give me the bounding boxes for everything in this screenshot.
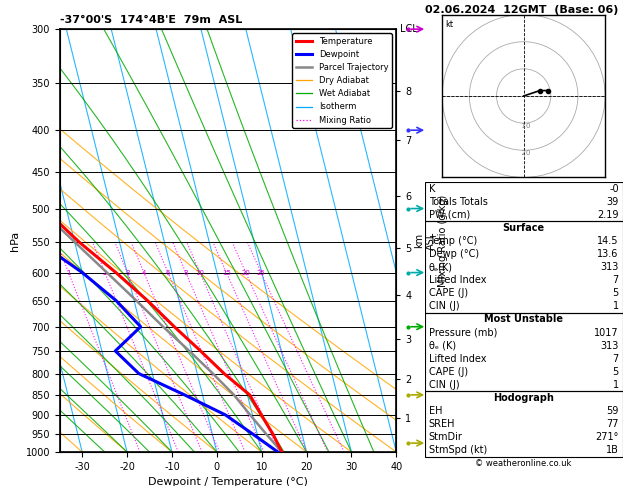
Text: StmSpd (kt): StmSpd (kt) <box>428 445 487 455</box>
Text: CIN (J): CIN (J) <box>428 380 459 390</box>
Text: 313: 313 <box>600 262 619 272</box>
Text: K: K <box>428 184 435 194</box>
Text: Pressure (mb): Pressure (mb) <box>428 328 497 338</box>
Text: 8: 8 <box>184 270 188 276</box>
Text: 271°: 271° <box>596 432 619 442</box>
Text: Hodograph: Hodograph <box>493 393 554 403</box>
Text: 13.6: 13.6 <box>598 249 619 259</box>
Text: 15: 15 <box>222 270 231 276</box>
Text: Totals Totals: Totals Totals <box>428 197 487 207</box>
Text: Mixing Ratio (g/kg): Mixing Ratio (g/kg) <box>438 194 448 287</box>
Text: Dewp (°C): Dewp (°C) <box>428 249 479 259</box>
Text: 4: 4 <box>142 270 146 276</box>
Text: LCL: LCL <box>399 24 418 34</box>
Text: PW (cm): PW (cm) <box>428 210 470 220</box>
Text: 313: 313 <box>600 341 619 350</box>
Text: θₑ (K): θₑ (K) <box>428 341 455 350</box>
Text: SREH: SREH <box>428 419 455 429</box>
Text: Lifted Index: Lifted Index <box>428 354 486 364</box>
Text: 10: 10 <box>517 123 530 129</box>
Text: 2.19: 2.19 <box>598 210 619 220</box>
Text: 14.5: 14.5 <box>598 236 619 246</box>
Text: Temp (°C): Temp (°C) <box>428 236 477 246</box>
Text: Lifted Index: Lifted Index <box>428 275 486 285</box>
Text: CAPE (J): CAPE (J) <box>428 367 468 377</box>
Text: θₑ(K): θₑ(K) <box>428 262 452 272</box>
Text: CAPE (J): CAPE (J) <box>428 288 468 298</box>
Text: 1017: 1017 <box>594 328 619 338</box>
Text: 5: 5 <box>613 367 619 377</box>
Text: 1: 1 <box>66 270 71 276</box>
Y-axis label: hPa: hPa <box>10 230 20 251</box>
Text: EH: EH <box>428 406 442 416</box>
Text: kt: kt <box>445 20 453 29</box>
Text: 1B: 1B <box>606 445 619 455</box>
Text: 02.06.2024  12GMT  (Base: 06): 02.06.2024 12GMT (Base: 06) <box>425 5 618 15</box>
Text: 6: 6 <box>166 270 170 276</box>
Text: 25: 25 <box>257 270 265 276</box>
Text: -0: -0 <box>609 184 619 194</box>
Text: 59: 59 <box>606 406 619 416</box>
Text: StmDir: StmDir <box>428 432 462 442</box>
Text: 10: 10 <box>196 270 204 276</box>
Text: 5: 5 <box>613 288 619 298</box>
Text: 2: 2 <box>103 270 107 276</box>
Text: CIN (J): CIN (J) <box>428 301 459 312</box>
Y-axis label: km
ASL: km ASL <box>415 231 436 250</box>
Text: 20: 20 <box>242 270 250 276</box>
Text: 1: 1 <box>613 380 619 390</box>
Text: 39: 39 <box>606 197 619 207</box>
Text: 1: 1 <box>613 301 619 312</box>
Text: © weatheronline.co.uk: © weatheronline.co.uk <box>476 459 572 468</box>
Text: Most Unstable: Most Unstable <box>484 314 563 325</box>
Text: 3: 3 <box>125 270 130 276</box>
Text: Surface: Surface <box>503 223 545 233</box>
Text: 7: 7 <box>613 354 619 364</box>
Text: 77: 77 <box>606 419 619 429</box>
Text: 7: 7 <box>613 275 619 285</box>
Legend: Temperature, Dewpoint, Parcel Trajectory, Dry Adiabat, Wet Adiabat, Isotherm, Mi: Temperature, Dewpoint, Parcel Trajectory… <box>292 34 392 128</box>
X-axis label: Dewpoint / Temperature (°C): Dewpoint / Temperature (°C) <box>148 477 308 486</box>
Text: -37°00'S  174°4B'E  79m  ASL: -37°00'S 174°4B'E 79m ASL <box>60 15 242 25</box>
Text: 20: 20 <box>517 150 530 156</box>
